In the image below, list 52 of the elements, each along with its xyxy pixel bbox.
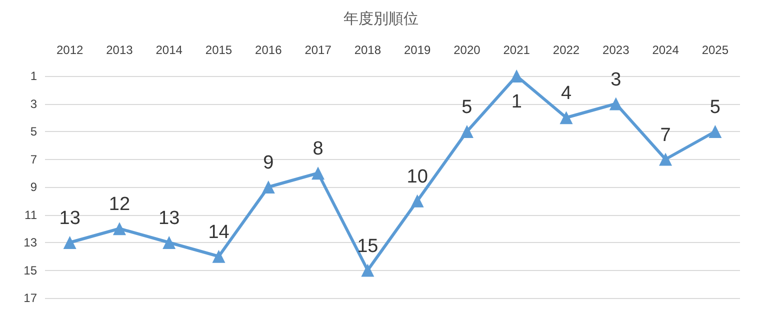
data-label: 7 bbox=[660, 124, 671, 146]
data-label: 5 bbox=[462, 97, 472, 118]
y-tick-label: 3 bbox=[30, 96, 38, 111]
point bbox=[510, 70, 524, 82]
point bbox=[63, 236, 76, 249]
point bbox=[112, 222, 126, 236]
x-tick-label: 2017 bbox=[304, 43, 332, 57]
x-tick-label: 2015 bbox=[205, 43, 232, 57]
y-tick-label: 11 bbox=[24, 208, 38, 222]
point bbox=[609, 97, 622, 110]
point bbox=[659, 152, 672, 166]
point bbox=[162, 236, 176, 249]
data-label: 10 bbox=[406, 166, 428, 188]
x-tick-label: 2021 bbox=[503, 43, 530, 57]
y-tick-label: 9 bbox=[30, 180, 38, 194]
data-label: 3 bbox=[610, 69, 622, 90]
y-tick-label: 7 bbox=[30, 152, 38, 166]
point bbox=[460, 125, 474, 138]
data-label: 1 bbox=[511, 92, 522, 112]
data-label: 4 bbox=[560, 83, 572, 104]
x-tick-label: 2022 bbox=[552, 43, 580, 57]
y-tick-label: 1 bbox=[30, 69, 38, 83]
x-tick-label: 2023 bbox=[602, 43, 630, 57]
data-label: 9 bbox=[263, 152, 274, 174]
x-tick-label: 2018 bbox=[354, 43, 382, 57]
point bbox=[312, 166, 325, 180]
point bbox=[560, 111, 573, 124]
point bbox=[262, 180, 275, 194]
data-label: 12 bbox=[108, 194, 130, 216]
chart-title: 年度別順位 bbox=[344, 10, 418, 28]
point bbox=[410, 194, 424, 208]
x-tick-label: 2016 bbox=[255, 43, 282, 57]
x-tick-label: 2014 bbox=[156, 43, 183, 57]
point bbox=[361, 264, 374, 277]
x-tick-label: 2024 bbox=[652, 43, 680, 57]
y-tick-label: 17 bbox=[24, 291, 38, 305]
data-label: 14 bbox=[208, 222, 230, 243]
x-tick-label: 2025 bbox=[702, 43, 729, 57]
y-tick-label: 15 bbox=[24, 263, 38, 278]
data-label: 13 bbox=[158, 208, 180, 229]
x-tick-label: 2013 bbox=[106, 43, 134, 57]
data-label: 15 bbox=[357, 236, 378, 257]
x-tick-label: 2019 bbox=[404, 43, 431, 57]
y-tick-label: 13 bbox=[24, 236, 38, 250]
x-tick-label: 2012 bbox=[56, 43, 84, 57]
data-label: 13 bbox=[59, 208, 80, 229]
data-label: 8 bbox=[312, 138, 324, 160]
x-tick-label: 2020 bbox=[454, 43, 481, 57]
point bbox=[212, 250, 226, 263]
data-label: 5 bbox=[710, 97, 720, 118]
y-tick-label: 5 bbox=[30, 124, 38, 138]
point bbox=[708, 125, 722, 138]
